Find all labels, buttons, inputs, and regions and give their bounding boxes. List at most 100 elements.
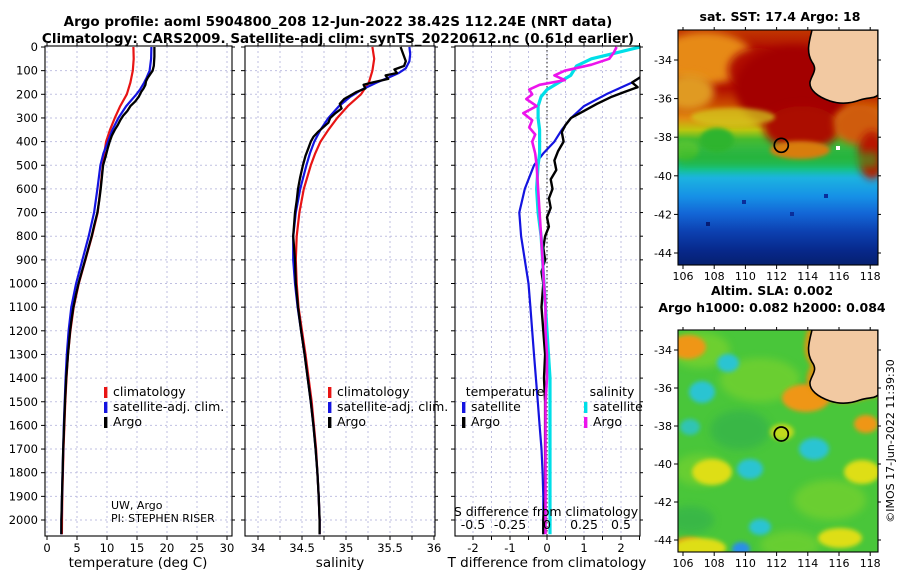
- lon-tick-label: 114: [797, 557, 818, 570]
- depth-tick-label: 100: [16, 64, 38, 78]
- series-argo: [60, 47, 156, 535]
- satellite-s-legend-label: satellite: [593, 399, 643, 414]
- gridlines: [45, 46, 232, 536]
- satellite-t-legend-marker: [462, 402, 466, 413]
- pi-annotation: PI: STEPHEN RISER: [111, 512, 215, 525]
- sla-low-cyan: [717, 354, 739, 372]
- t-difference-axis-label: T difference from climatology: [447, 555, 647, 571]
- temperature-legend: climatology satellite-adj. clim. Argo: [104, 384, 224, 429]
- gridlines: [455, 46, 640, 536]
- difference-profile: -2 -1 0 1 2 -0.5 -0.25 0 0.25 0.5: [451, 43, 643, 555]
- temperature-column-header: temperature: [466, 384, 545, 399]
- sla-low-blue: [732, 542, 750, 552]
- lon-tick-label: 106: [673, 270, 694, 283]
- x-tick-label: 15: [130, 541, 145, 555]
- x-tick-label: 5: [73, 541, 80, 555]
- depth-tick-label: 0: [31, 40, 38, 54]
- sla-low-cyan: [737, 459, 763, 479]
- lon-tick-label: 118: [860, 557, 881, 570]
- satellite-clim-legend-marker: [104, 402, 108, 413]
- s-tick-label: 0: [543, 517, 551, 532]
- sst-green-front: [678, 152, 878, 168]
- satellite-t-legend-label: satellite: [471, 399, 521, 414]
- difference-legend: temperature salinity satellite Argo sate…: [462, 384, 643, 429]
- lon-tick-label: 108: [704, 557, 725, 570]
- sst-orange-near-marker: [770, 141, 830, 159]
- lat-tick-label: -40: [654, 170, 672, 183]
- lat-tick-label: -36: [654, 382, 672, 395]
- x-tick-label: 2: [617, 541, 624, 555]
- depth-tick-label: 1500: [9, 395, 38, 409]
- argo-legend-marker: [104, 417, 108, 428]
- lon-tick-label: 108: [704, 270, 725, 283]
- s-tick-label: -0.25: [494, 517, 526, 532]
- lon-tick-label: 106: [673, 557, 694, 570]
- x-tick-label: 35: [339, 541, 354, 555]
- satellite-clim-legend-marker: [328, 402, 332, 413]
- x-tick-label: 34.5: [289, 541, 315, 555]
- satellite-s-legend-marker: [584, 402, 588, 413]
- panel-frame: [244, 45, 436, 537]
- x-tick-label: 0: [543, 541, 550, 555]
- lon-tick-label: 110: [735, 270, 756, 283]
- climatology-legend-label: climatology: [337, 384, 410, 399]
- lon-tick-label: 114: [797, 270, 818, 283]
- depth-tick-label: 400: [16, 135, 38, 149]
- sla-high-orange: [854, 415, 878, 433]
- lat-tick-label: -34: [654, 344, 672, 357]
- sla-high-yellow: [818, 528, 862, 548]
- climatology-legend-marker: [328, 387, 332, 398]
- tick-marks: [241, 43, 438, 540]
- s-tick-label: 0.25: [570, 517, 598, 532]
- satellite-clim-legend-label: satellite-adj. clim.: [337, 399, 448, 414]
- series-argo-t: [540, 76, 640, 535]
- depth-tick-label: 1600: [9, 418, 38, 432]
- climatology-legend-marker: [104, 387, 108, 398]
- lat-tick-label: -34: [654, 54, 672, 67]
- sla-high-yellow: [844, 460, 878, 484]
- depth-tick-label: 300: [16, 111, 38, 125]
- temperature-axis-label: temperature (deg C): [69, 555, 208, 571]
- lat-tick-label: -40: [654, 458, 672, 471]
- argo-float-marker: [773, 137, 790, 154]
- sla-low-cyan: [689, 381, 715, 403]
- lat-tick-label: -36: [654, 93, 672, 106]
- sst-map-axes: 106 108 110 112 114 116 118 -34 -36 -38 -40 -42 -44: [654, 27, 881, 283]
- tick-marks: [451, 43, 643, 540]
- lat-tick-label: -38: [654, 131, 672, 144]
- x-tick-label: 36: [427, 541, 442, 555]
- argo-legend-label: Argo: [113, 414, 142, 429]
- lat-tick-label: -38: [654, 420, 672, 433]
- depth-tick-label: 900: [16, 253, 38, 267]
- panel-frame: [44, 45, 233, 537]
- institution-annotation: UW, Argo: [111, 499, 163, 512]
- sla-map-axes: 106 108 110 112 114 116 118 -34 -36 -38 -40 -42 -44: [654, 327, 881, 570]
- depth-tick-label: 1100: [9, 300, 38, 314]
- sla-low-cyan: [749, 519, 771, 535]
- sla-mottle: [794, 480, 866, 520]
- sst-cold-speck: [790, 212, 794, 216]
- series-argo: [292, 46, 407, 535]
- sla-map-image: [678, 330, 878, 552]
- depth-tick-label: 500: [16, 158, 38, 172]
- sla-low-green: [678, 506, 714, 534]
- sst-orange-patch: [678, 74, 714, 110]
- sla-mottle: [720, 358, 800, 402]
- x-tick-label: 1: [580, 541, 587, 555]
- sst-map-image: [678, 30, 878, 265]
- sst-cold-speck: [706, 222, 710, 226]
- lon-tick-label: 116: [829, 270, 850, 283]
- depth-tick-label: 700: [16, 206, 38, 220]
- argo-t-legend-label: Argo: [471, 414, 500, 429]
- lat-tick-label: -44: [654, 534, 672, 547]
- sst-white-pixel: [836, 146, 840, 150]
- land-australia: [807, 30, 878, 105]
- depth-tick-label: 2000: [9, 513, 38, 527]
- sst-green-tongue: [700, 128, 734, 152]
- series-argo-s: [521, 46, 618, 535]
- depth-tick-label: 1900: [9, 489, 38, 503]
- sla-title-line2: Argo h1000: 0.082 h2000: 0.084: [658, 300, 886, 315]
- argo-t-legend-marker: [462, 417, 466, 428]
- s-tick-label: -0.5: [461, 517, 485, 532]
